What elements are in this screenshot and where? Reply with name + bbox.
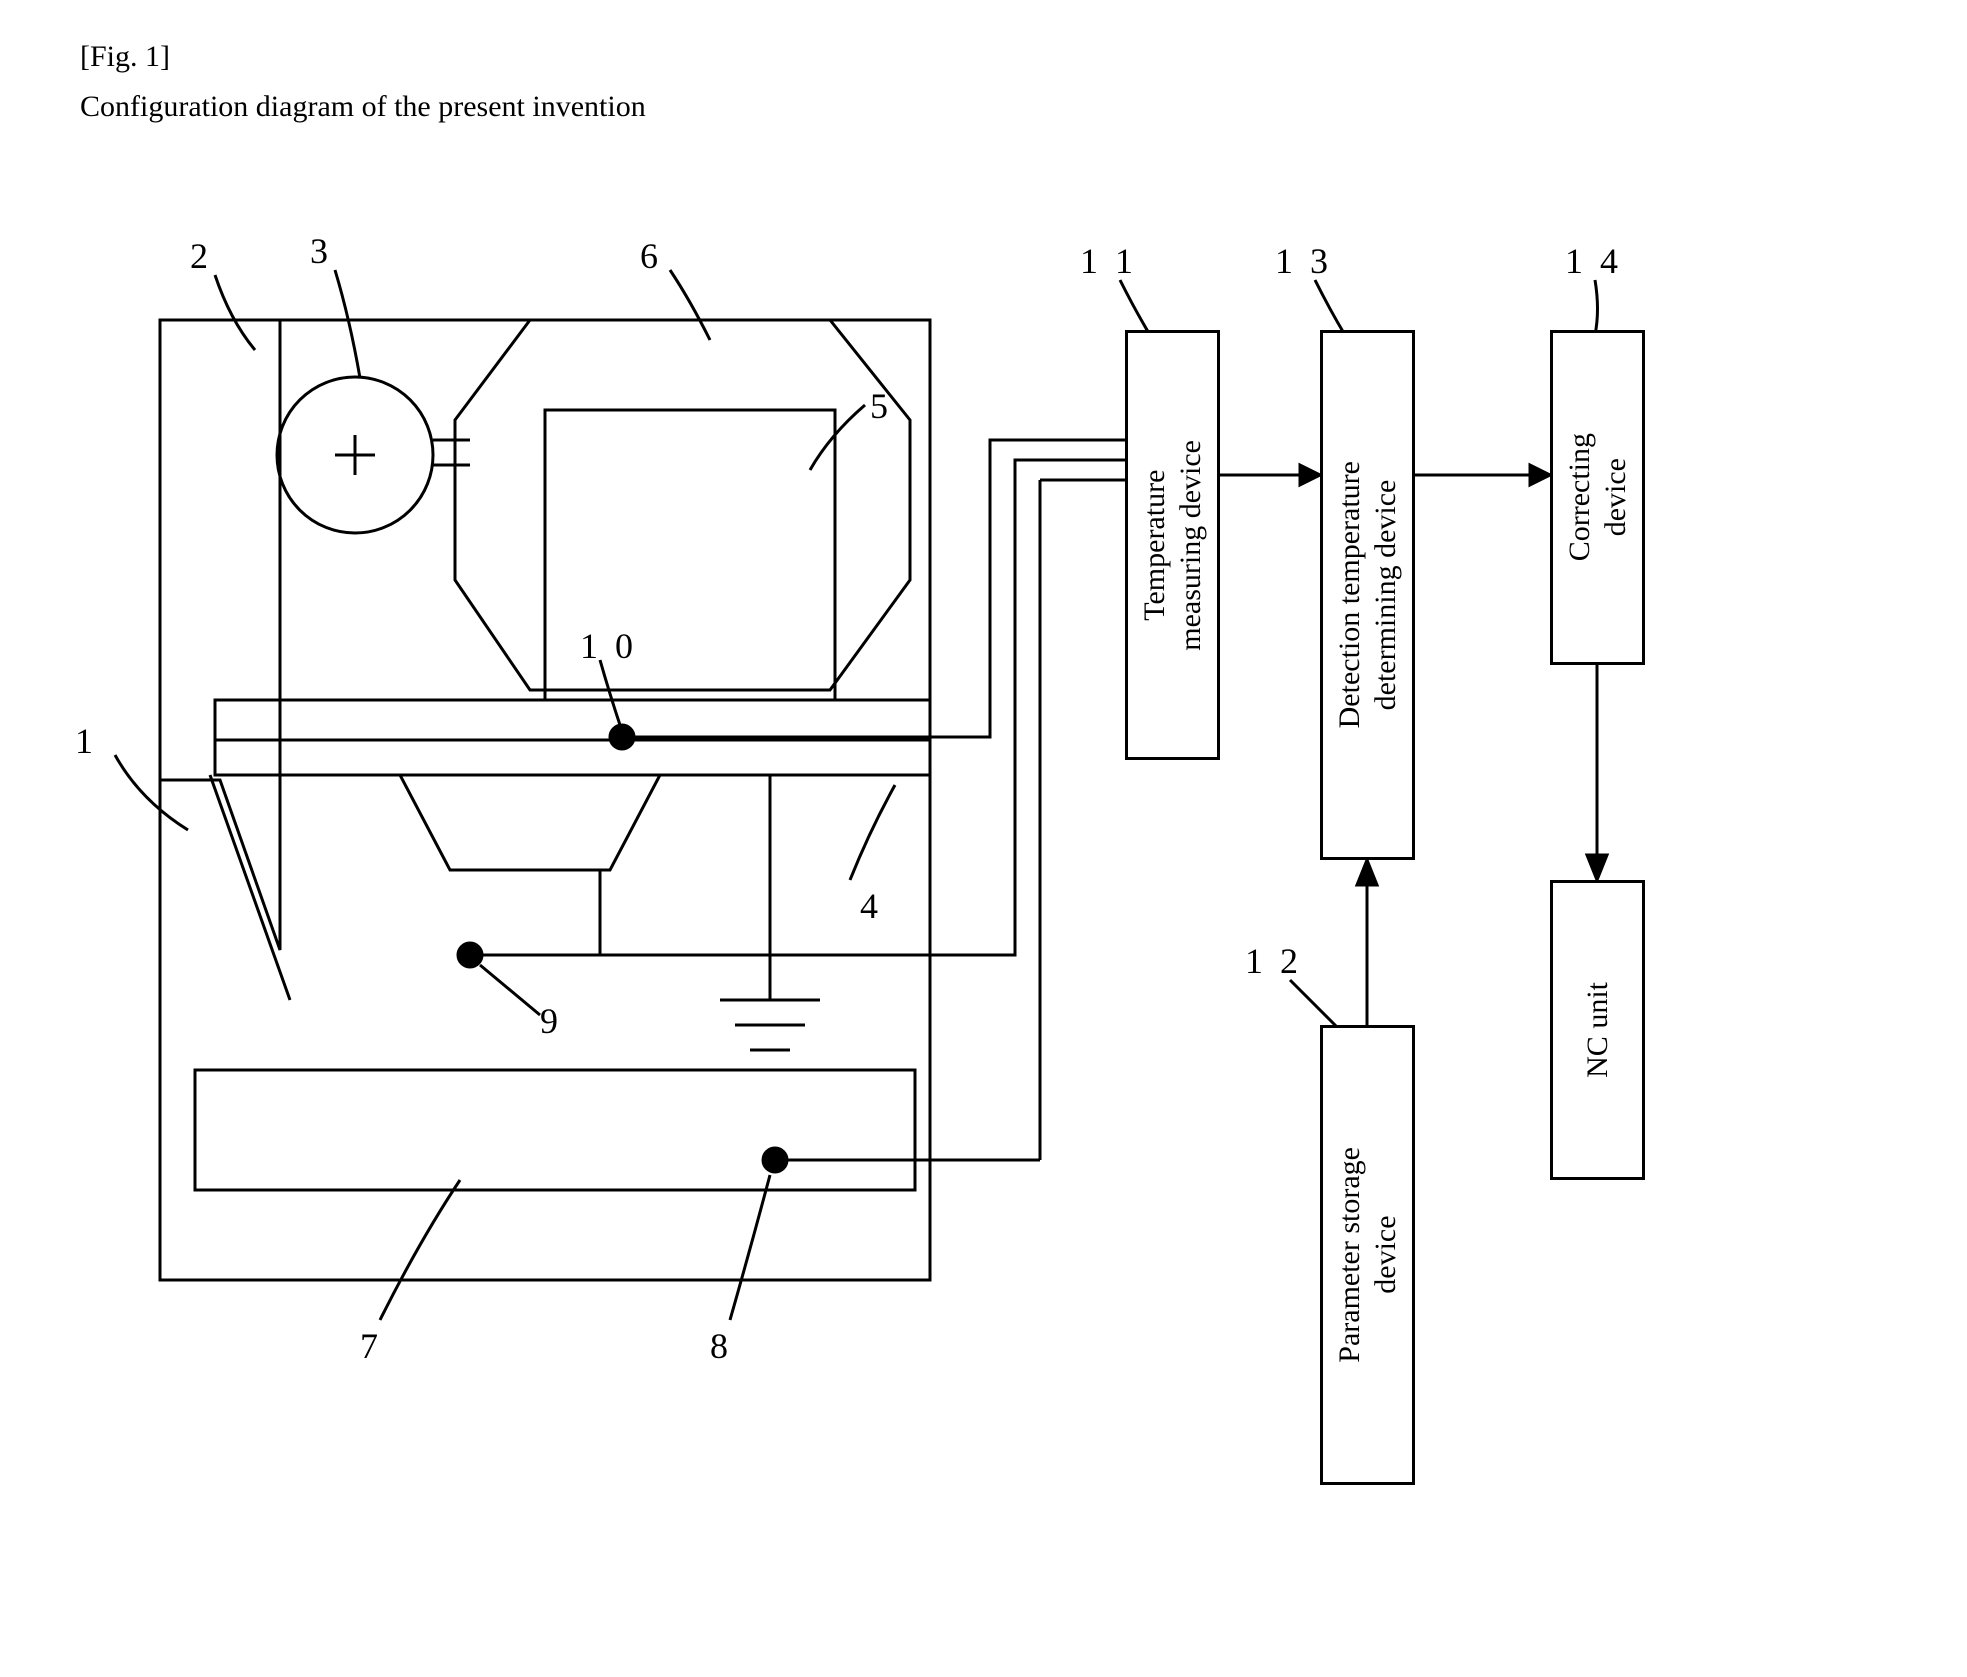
arrow-13-14-head [1530,465,1550,485]
ref-10: 1 0 [580,625,637,667]
box-param-storage: Parameter storagedevice [1320,1025,1415,1485]
ref-7: 7 [360,1325,386,1367]
sensor-8 [763,1148,787,1172]
ref-2: 2 [190,235,216,277]
box-nc-unit-label: NC unit [1580,982,1616,1078]
box-param-storage-label: Parameter storagedevice [1332,1147,1404,1363]
box-nc-unit: NC unit [1550,880,1645,1180]
ref-13: 1 3 [1275,240,1332,282]
leader-6 [670,270,710,340]
slide-trapezoid [400,775,660,870]
leader-2 [215,275,255,350]
ref-3: 3 [310,230,336,272]
ref-1: 1 [75,720,101,762]
leader-5 [810,405,865,470]
headstock [455,320,910,690]
sensor-10 [610,725,634,749]
box-correcting-label: Correctingdevice [1562,433,1634,561]
arrow-12-13-head [1357,860,1377,885]
leader-9 [480,965,540,1015]
leader-7 [380,1180,460,1320]
ref-14: 1 4 [1565,240,1622,282]
ref-9: 9 [540,1000,566,1042]
ref-8: 8 [710,1325,736,1367]
arrow-11-13-head [1300,465,1320,485]
body-slant [210,775,290,1000]
ref-6: 6 [640,235,666,277]
ref-4: 4 [860,885,886,927]
leader-12 [1290,980,1340,1030]
leader-11 [1120,280,1150,335]
base-tank [195,1070,915,1190]
box-det-temp: Detection temperaturedetermining device [1320,330,1415,860]
box-temp-measure-label: Temperaturemeasuring device [1137,440,1209,651]
diagram-svg [40,40,1927,1637]
leader-1 [115,755,188,830]
leader-3 [335,270,360,378]
ref-5: 5 [870,385,896,427]
box-temp-measure: Temperaturemeasuring device [1125,330,1220,760]
leader-4 [850,785,895,880]
arrow-14-nc-head [1587,855,1607,880]
diagram-container: [Fig. 1] Configuration diagram of the pr… [40,40,1927,1637]
leader-10 [600,660,620,725]
leader-14 [1595,280,1598,335]
box-correcting: Correctingdevice [1550,330,1645,665]
box-det-temp-label: Detection temperaturedetermining device [1332,461,1404,728]
ref-11: 1 1 [1080,240,1137,282]
wire-9 [482,460,1125,955]
leader-8 [730,1175,770,1320]
leader-13 [1315,280,1345,335]
wire-10 [634,440,1125,737]
ref-12: 1 2 [1245,940,1302,982]
sensor-9 [458,943,482,967]
